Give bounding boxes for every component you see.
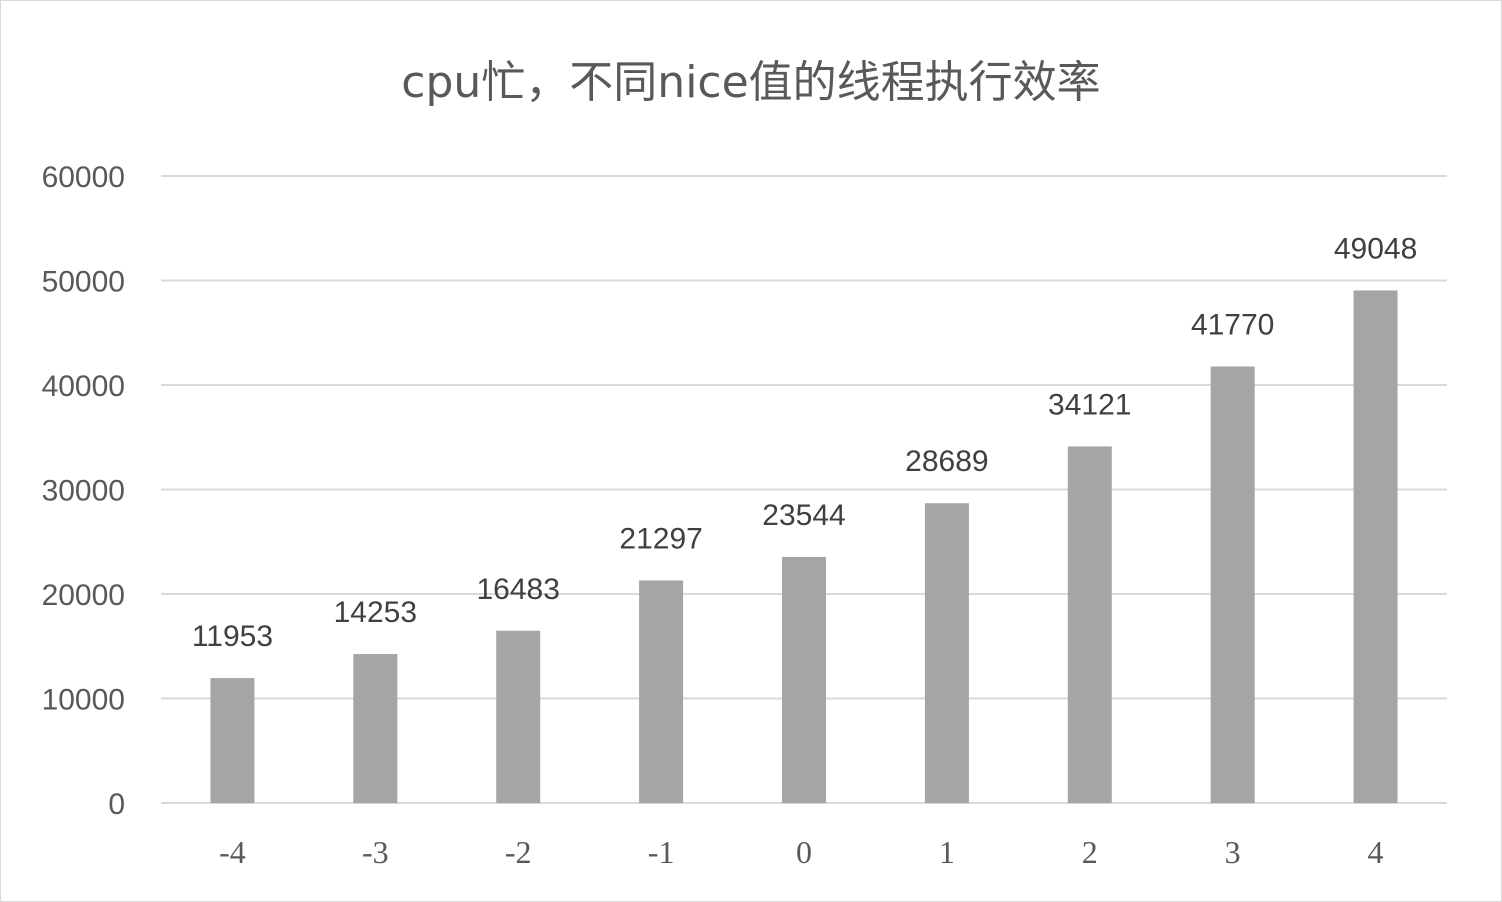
y-tick-label: 30000 <box>42 475 125 508</box>
x-tick-label: -3 <box>362 834 389 870</box>
bar <box>782 556 826 803</box>
bar <box>639 580 684 803</box>
x-tick-label: -4 <box>219 834 246 870</box>
bar <box>924 503 969 803</box>
chart-title: cpu忙，不同nice值的线程执行效率 <box>401 57 1100 108</box>
x-tick-label: 4 <box>1368 834 1384 870</box>
y-tick-label: 40000 <box>42 370 125 403</box>
y-tick-label: 20000 <box>42 579 125 612</box>
data-label: 14253 <box>334 596 417 629</box>
bar <box>1353 290 1398 804</box>
data-label: 28689 <box>905 445 988 478</box>
x-tick-label: 1 <box>939 834 955 870</box>
data-label: 34121 <box>1048 388 1131 421</box>
bar <box>210 678 255 803</box>
bar <box>353 654 398 803</box>
bar <box>1067 446 1112 803</box>
data-label: 49048 <box>1334 232 1417 265</box>
data-label: 41770 <box>1191 309 1274 342</box>
data-label: 23544 <box>762 499 845 532</box>
x-tick-label: -2 <box>505 834 532 870</box>
x-tick-label: 0 <box>796 834 812 870</box>
y-tick-label: 10000 <box>42 684 125 717</box>
y-tick-label: 0 <box>108 788 125 821</box>
data-label: 21297 <box>619 522 702 555</box>
bar <box>1210 366 1255 803</box>
y-tick-label: 50000 <box>42 266 125 299</box>
x-tick-label: -1 <box>648 834 675 870</box>
data-label: 16483 <box>477 573 560 606</box>
y-tick-label: 60000 <box>42 161 125 194</box>
x-tick-label: 3 <box>1225 834 1241 870</box>
x-tick-label: 2 <box>1082 834 1098 870</box>
bar <box>496 630 541 803</box>
data-label: 11953 <box>192 620 273 653</box>
